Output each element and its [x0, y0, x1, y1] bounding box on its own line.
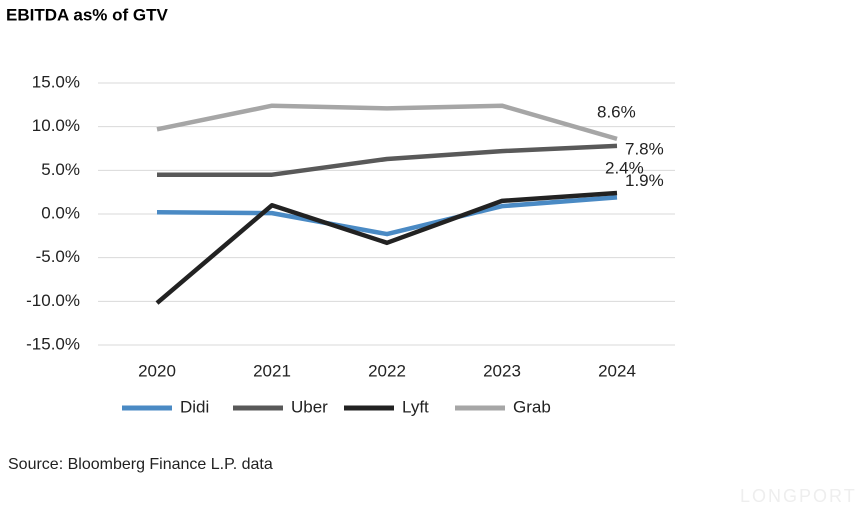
series-line — [157, 143, 618, 177]
legend-label: Lyft — [402, 397, 429, 416]
x-tick-label: 2020 — [138, 361, 176, 380]
x-tick-label: 2022 — [368, 361, 406, 380]
chart-title: EBITDA as% of GTV — [6, 5, 168, 24]
data-label: 1.9% — [625, 171, 664, 190]
source-note: Source: Bloomberg Finance L.P. data — [8, 456, 273, 473]
y-tick-label: 10.0% — [32, 116, 80, 135]
y-tick-label: 5.0% — [41, 160, 80, 179]
series-line — [155, 190, 618, 305]
series-line — [156, 103, 618, 142]
y-tick-label: 0.0% — [41, 203, 80, 222]
watermark: LONGPORT — [740, 486, 857, 506]
legend-label: Grab — [513, 397, 551, 416]
x-tick-label: 2023 — [483, 361, 521, 380]
x-tick-label: 2021 — [253, 361, 291, 380]
y-tick-label: -10.0% — [26, 291, 80, 310]
data-label: 7.8% — [625, 139, 664, 158]
y-tick-label: -15.0% — [26, 334, 80, 353]
series-line — [156, 195, 618, 237]
legend-label: Didi — [180, 397, 209, 416]
data-label: 8.6% — [597, 102, 636, 121]
legend-label: Uber — [291, 397, 328, 416]
data-label: 2.4% — [605, 159, 644, 178]
x-tick-label: 2024 — [598, 361, 636, 380]
y-tick-label: 15.0% — [32, 72, 80, 91]
y-tick-label: -5.0% — [36, 247, 80, 266]
